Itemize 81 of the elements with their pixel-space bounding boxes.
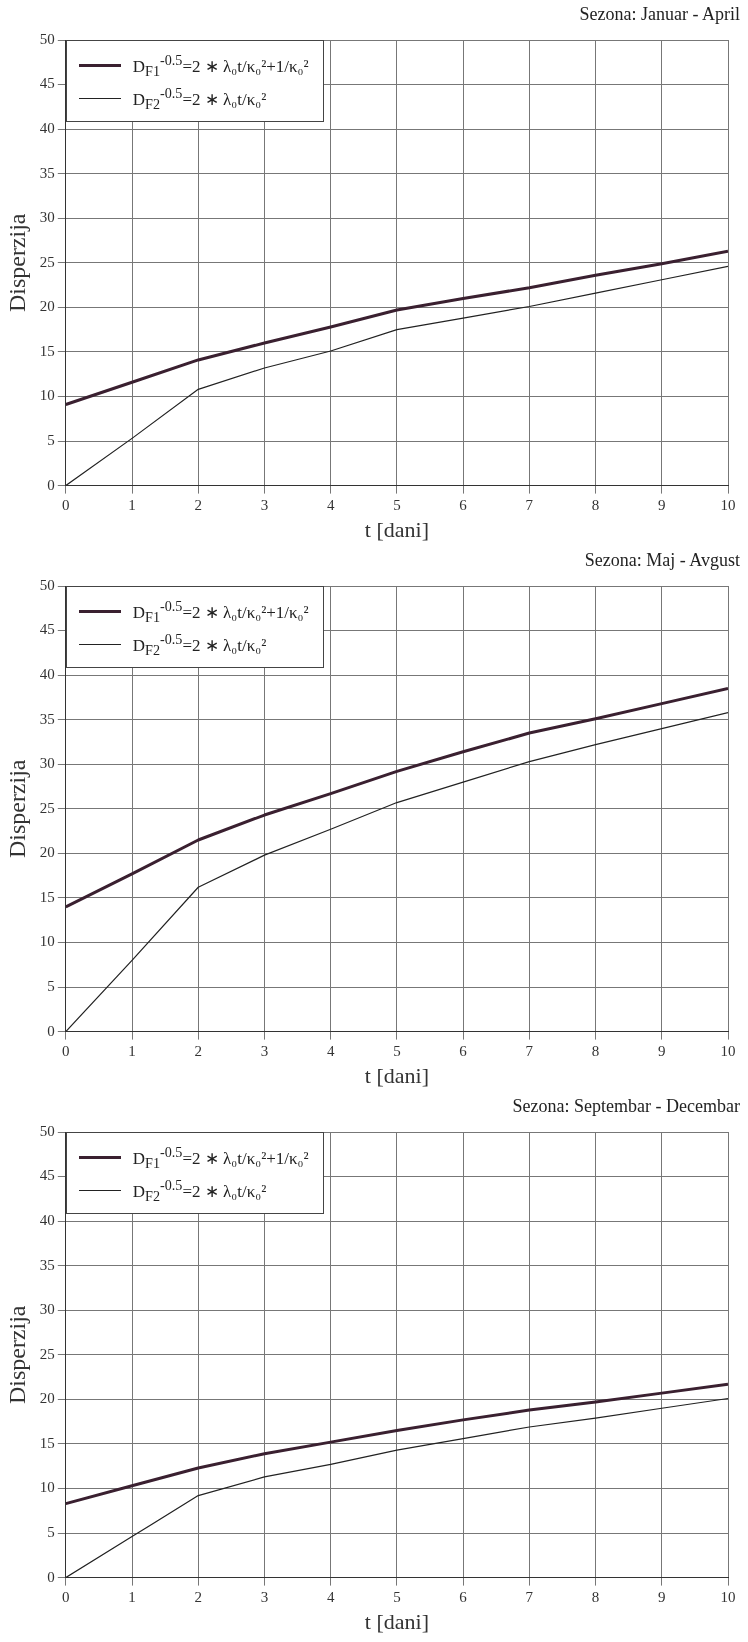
x-tick-label: 3 — [260, 496, 269, 513]
x-tick-label: 4 — [326, 496, 335, 513]
y-tick-label: 5 — [47, 977, 55, 994]
y-tick-label: 30 — [39, 209, 55, 226]
x-tick-label: 2 — [194, 1042, 202, 1059]
x-tick-label: 1 — [128, 1588, 136, 1605]
x-tick-label: 5 — [393, 496, 401, 513]
x-tick-label: 2 — [194, 496, 202, 513]
legend-label: D$_{F1}$$^{-0.5}$=2 ∗ λ₀t/κ₀²+1/κ₀² — [132, 1143, 309, 1174]
y-tick-label: 0 — [47, 476, 55, 493]
chart-title: Sezona: Januar - April — [579, 4, 740, 25]
y-tick-label: 5 — [47, 431, 55, 448]
y-tick-label: 40 — [39, 120, 55, 137]
x-tick-label: 0 — [62, 1042, 70, 1059]
y-tick-label: 15 — [39, 888, 55, 905]
y-tick-label: 20 — [39, 298, 55, 315]
x-tick-label: 8 — [591, 496, 600, 513]
y-tick-label: 35 — [39, 1256, 55, 1273]
y-tick-label: 15 — [39, 1434, 55, 1451]
x-tick-label: 6 — [459, 1042, 468, 1059]
x-tick-label: 7 — [525, 1588, 534, 1605]
y-tick-label: 25 — [39, 1345, 55, 1362]
chart-title: Sezona: Maj - Avgust — [584, 550, 740, 571]
y-tick-label: 50 — [39, 576, 55, 593]
x-tick-label: 6 — [459, 1588, 468, 1605]
x-tick-label: 7 — [525, 1042, 534, 1059]
x-tick-label: 4 — [326, 1042, 335, 1059]
y-tick-label: 10 — [39, 1479, 55, 1496]
x-axis-title: t [dani] — [364, 1608, 429, 1634]
x-tick-label: 3 — [260, 1042, 269, 1059]
y-tick-label: 0 — [47, 1568, 55, 1585]
x-tick-label: 7 — [525, 496, 534, 513]
x-tick-label: 8 — [591, 1042, 600, 1059]
x-tick-label: 2 — [194, 1588, 202, 1605]
y-tick-label: 35 — [39, 164, 55, 181]
legend-label: D$_{F2}$$^{-0.5}$=2 ∗ λ₀t/κ₀² — [132, 630, 267, 661]
x-axis-title: t [dani] — [364, 1062, 429, 1088]
x-tick-label: 0 — [62, 496, 70, 513]
x-tick-label: 10 — [720, 496, 736, 513]
y-tick-label: 50 — [39, 30, 55, 47]
x-axis-title: t [dani] — [364, 516, 429, 542]
y-tick-label: 50 — [39, 1122, 55, 1139]
y-tick-label: 25 — [39, 799, 55, 816]
y-tick-label: 45 — [39, 75, 55, 92]
y-tick-label: 10 — [39, 933, 55, 950]
y-tick-label: 40 — [39, 1212, 55, 1229]
y-tick-label: 20 — [39, 844, 55, 861]
x-tick-label: 4 — [326, 1588, 335, 1605]
x-tick-label: 6 — [459, 496, 468, 513]
x-tick-label: 1 — [128, 496, 136, 513]
y-tick-label: 15 — [39, 342, 55, 359]
x-tick-label: 10 — [720, 1042, 736, 1059]
y-tick-label: 45 — [39, 621, 55, 638]
legend-label: D$_{F1}$$^{-0.5}$=2 ∗ λ₀t/κ₀²+1/κ₀² — [132, 597, 309, 628]
y-tick-label: 0 — [47, 1022, 55, 1039]
y-tick-label: 35 — [39, 710, 55, 727]
x-tick-label: 0 — [62, 1588, 70, 1605]
x-tick-label: 1 — [128, 1042, 136, 1059]
x-tick-label: 5 — [393, 1042, 401, 1059]
x-tick-label: 9 — [658, 496, 666, 513]
x-tick-label: 5 — [393, 1588, 401, 1605]
x-tick-label: 8 — [591, 1588, 600, 1605]
legend-label: D$_{F1}$$^{-0.5}$=2 ∗ λ₀t/κ₀²+1/κ₀² — [132, 51, 309, 82]
y-tick-label: 40 — [39, 666, 55, 683]
y-tick-label: 45 — [39, 1167, 55, 1184]
y-axis-title: Disperzija — [3, 1305, 30, 1405]
x-tick-label: 9 — [658, 1042, 666, 1059]
y-tick-label: 30 — [39, 755, 55, 772]
y-axis-title: Disperzija — [3, 213, 30, 313]
y-tick-label: 10 — [39, 387, 55, 404]
y-tick-label: 30 — [39, 1301, 55, 1318]
x-tick-label: 3 — [260, 1588, 269, 1605]
y-tick-label: 20 — [39, 1390, 55, 1407]
y-tick-label: 25 — [39, 253, 55, 270]
y-tick-label: 5 — [47, 1523, 55, 1540]
legend-label: D$_{F2}$$^{-0.5}$=2 ∗ λ₀t/κ₀² — [132, 1176, 267, 1207]
legend-label: D$_{F2}$$^{-0.5}$=2 ∗ λ₀t/κ₀² — [132, 84, 267, 115]
x-tick-label: 9 — [658, 1588, 666, 1605]
chart-title: Sezona: Septembar - Decembar — [512, 1096, 740, 1117]
x-tick-label: 10 — [720, 1588, 736, 1605]
y-axis-title: Disperzija — [3, 759, 30, 859]
